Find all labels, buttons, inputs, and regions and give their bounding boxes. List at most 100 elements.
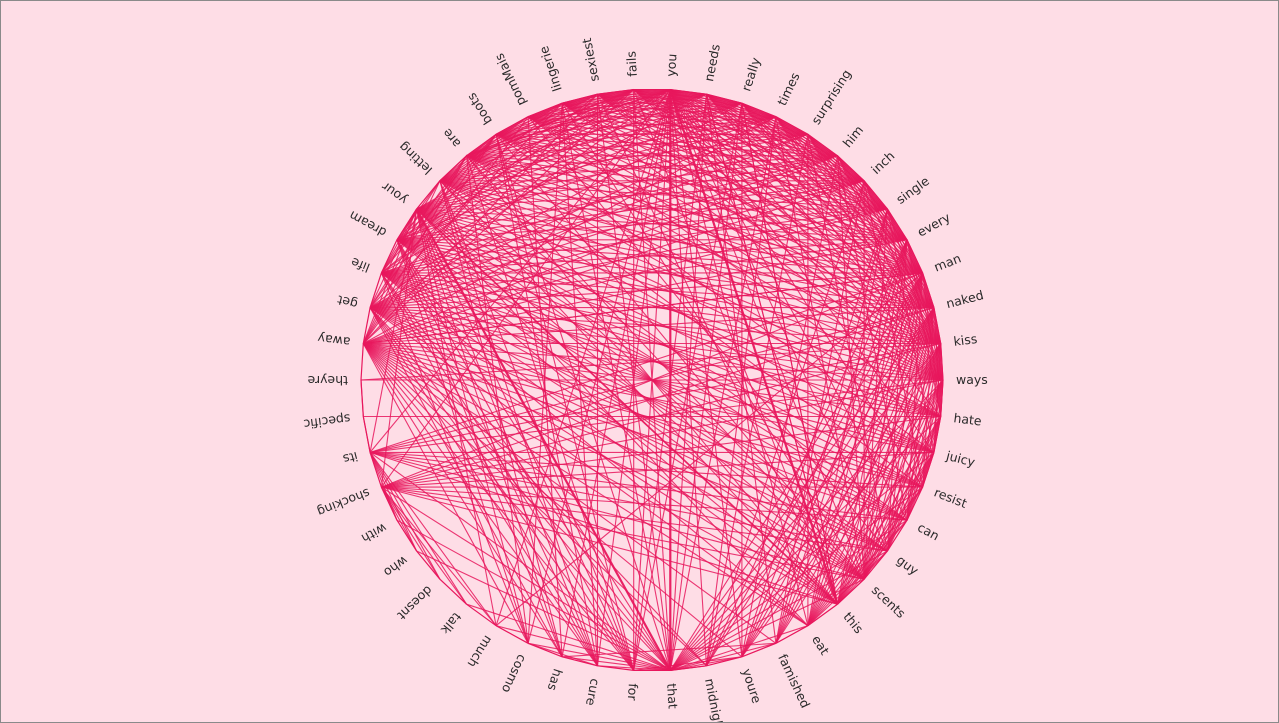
- chord-that-boots: [495, 134, 671, 671]
- word-label-really: really: [738, 55, 763, 93]
- chord-hate-your: [416, 208, 941, 418]
- chord-sexiest-fails: [597, 89, 634, 95]
- word-label-times: times: [774, 70, 802, 108]
- chord-sexiest-every: [597, 93, 908, 241]
- chord-has-your: [416, 208, 563, 657]
- word-label-every: every: [915, 209, 954, 239]
- chord-its-kiss: [369, 342, 941, 453]
- chord-away-single: [363, 208, 888, 345]
- chord-its-specific: [362, 416, 371, 453]
- chord-pomMais-guy: [527, 116, 888, 552]
- chord-really-surprising: [741, 102, 809, 135]
- chord-boots-every: [495, 133, 908, 241]
- chord-shocking-juicy: [381, 451, 934, 488]
- chord-midnight-every: [706, 239, 908, 667]
- chord-pomMais-naked: [527, 116, 935, 309]
- chord-its-resist: [370, 451, 923, 488]
- chord-letting-single: [439, 180, 888, 210]
- chord-midnight-you: [669, 89, 708, 666]
- chord-him-kiss: [837, 155, 942, 344]
- chord-has-get: [369, 307, 563, 658]
- chord-hate-pomMais: [527, 116, 942, 417]
- chord-eat-hate: [807, 416, 942, 626]
- word-label-that: that: [664, 683, 681, 709]
- chord-dream-fails: [396, 89, 634, 241]
- chord-him-inch: [837, 155, 865, 182]
- word-label-you: you: [663, 53, 679, 77]
- chord-has-pomMais: [527, 116, 563, 657]
- chord-pomMais-surprising: [528, 116, 808, 135]
- word-label-get: get: [336, 292, 360, 312]
- chord-really-man: [741, 102, 923, 274]
- chord-pomMais-single: [527, 116, 888, 210]
- chord-eat-away: [363, 343, 809, 627]
- chord-needs-really: [706, 93, 743, 104]
- chord-pomMais-lingerie: [527, 102, 563, 118]
- chord-shocking-can: [381, 486, 908, 521]
- chord-get-single: [369, 208, 888, 309]
- chord-letting-really: [439, 102, 743, 182]
- chord-for-away: [362, 343, 635, 671]
- rim-segment: [416, 550, 441, 580]
- chord-hate-life: [381, 272, 941, 418]
- chord-man-naked: [922, 272, 935, 308]
- chord-life-letting: [380, 180, 441, 274]
- chord-resist-are: [466, 155, 923, 488]
- chord-boots-needs: [495, 93, 707, 135]
- chord-much-shocking: [380, 486, 497, 627]
- chord-times-naked: [775, 116, 935, 308]
- chord-guy-ways: [886, 379, 944, 552]
- word-label-letting: letting: [396, 139, 436, 178]
- chord-sexiest-him: [597, 93, 838, 157]
- chord-scents-away: [363, 343, 865, 580]
- chord-inch-man: [863, 180, 924, 274]
- chord-eat-single: [807, 208, 888, 626]
- chord-sexiest-surprising: [597, 93, 809, 135]
- chord-cure-life: [380, 272, 598, 667]
- chord-youre-man: [741, 272, 924, 658]
- word-label-cosmo: cosmo: [499, 652, 530, 695]
- rim-segment: [495, 625, 529, 644]
- chord-this-ways: [837, 379, 944, 605]
- rim-segment: [741, 642, 777, 658]
- chord-midnight-away: [362, 343, 707, 667]
- word-label-needs: needs: [701, 43, 723, 83]
- chord-pomMais-really: [528, 102, 742, 118]
- chord-surprising-guy: [807, 134, 888, 552]
- chord-lingerie-sexiest: [561, 93, 598, 104]
- chord-pomMais-ways: [527, 116, 944, 381]
- chord-man-ways: [922, 272, 944, 381]
- chord-really-every: [741, 102, 908, 241]
- chord-scents-kiss: [863, 343, 942, 580]
- chord-guy-away: [363, 342, 888, 552]
- chord-inch-single: [863, 180, 888, 210]
- chord-away-this: [363, 343, 838, 605]
- chord-sexiest-ways: [597, 93, 944, 381]
- chord-you-single: [670, 89, 888, 210]
- chord-that-famished: [670, 642, 777, 671]
- word-label-who: who: [381, 553, 411, 580]
- word-label-theyre: theyre: [307, 373, 348, 388]
- chord-lingerie-fails: [561, 89, 634, 104]
- word-label-ways: ways: [956, 372, 988, 387]
- chord-away-man: [363, 272, 923, 345]
- chord-famished-naked: [775, 307, 935, 644]
- chord-youre-him: [741, 155, 839, 657]
- chord-lingerie-single: [561, 102, 888, 210]
- chord-guy-every: [886, 239, 908, 552]
- chord-youre-single: [741, 208, 888, 657]
- chord-really-this: [741, 103, 839, 605]
- chord-cosmo-life: [380, 272, 529, 644]
- word-label-talk: talk: [438, 610, 465, 638]
- word-label-for: for: [625, 683, 641, 702]
- chord-really-times: [741, 102, 777, 118]
- chord-away-are: [362, 155, 467, 344]
- chord-letting-every: [439, 180, 908, 241]
- chord-get-really: [369, 102, 743, 309]
- chord-that-scents: [670, 578, 865, 671]
- chord-times-surprising: [775, 116, 809, 135]
- chord-your-kiss: [416, 208, 941, 345]
- chord-lingerie-times: [562, 102, 776, 118]
